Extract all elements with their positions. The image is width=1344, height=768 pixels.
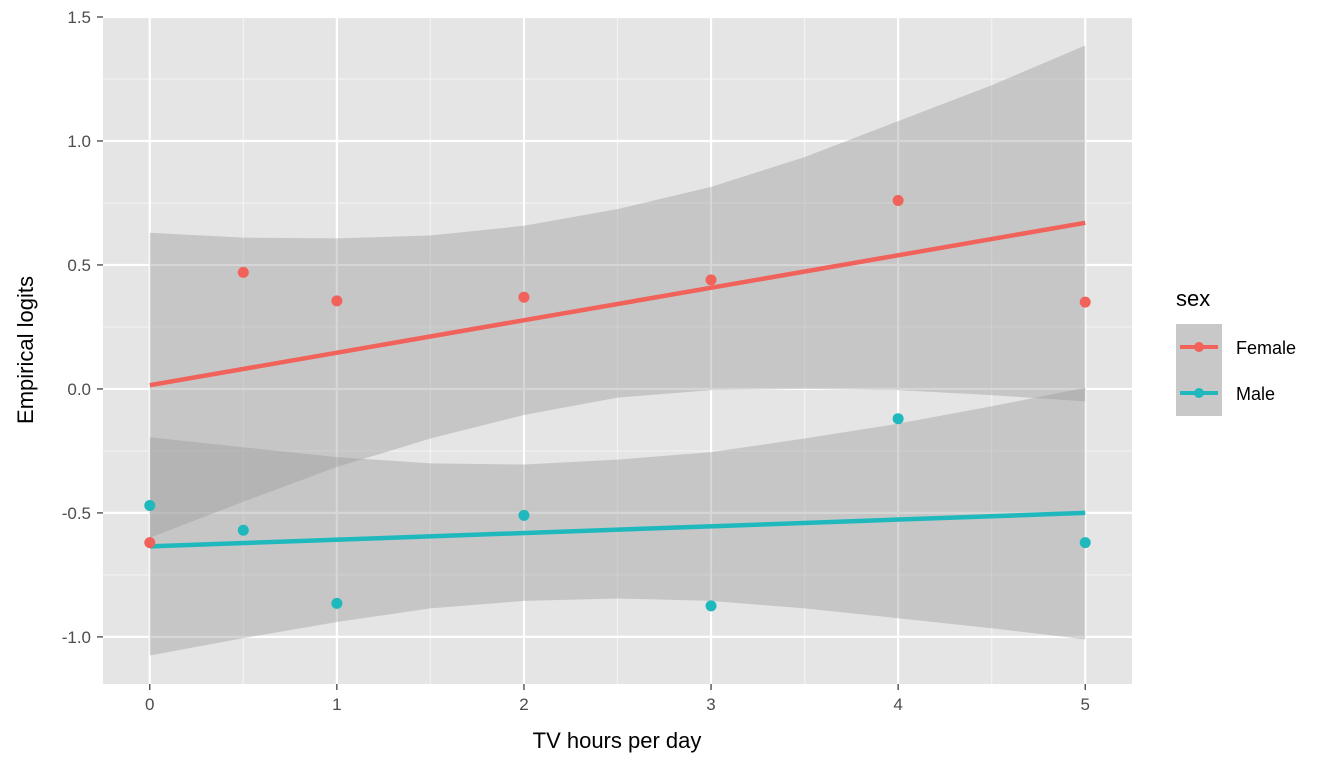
legend-item-male: Male [1176,370,1275,416]
legend-label-male: Male [1236,384,1275,404]
legend-dot-male [1194,388,1204,398]
point-male [705,600,717,612]
legend-label-female: Female [1236,338,1296,358]
ci-ribbon-male [149,387,1086,656]
point-female [518,291,530,303]
x-tick-label: 2 [519,695,528,714]
point-female [1079,296,1091,308]
point-female [237,266,249,278]
confidence-ribbons [149,45,1086,656]
x-tick-label: 1 [332,695,341,714]
point-male [892,413,904,425]
point-female [892,194,904,206]
fit-line-male [149,510,1086,549]
point-male [237,524,249,536]
point-female [331,295,343,307]
y-tick-label: 1.0 [67,132,91,151]
y-tick-label: -1.0 [62,628,91,647]
y-tick-label: 0.0 [67,380,91,399]
point-female [144,537,156,549]
grid-major [103,15,1132,684]
x-tick-label: 4 [893,695,902,714]
point-male [331,597,343,609]
ci-ribbon-female [149,45,1086,538]
legend-item-female: Female [1176,324,1296,370]
x-axis-title: TV hours per day [533,728,702,753]
y-tick-label: -0.5 [62,504,91,523]
point-male [518,509,530,521]
point-male [144,499,156,511]
legend-title: sex [1176,286,1210,311]
legend-dot-female [1194,342,1204,352]
y-axis: -1.0 -0.5 0.0 0.5 1.0 1.5 [62,8,103,647]
x-tick-label: 3 [706,695,715,714]
point-female [705,274,717,286]
y-tick-label: 0.5 [67,256,91,275]
data-points [144,194,1091,612]
fit-line-female [149,220,1086,388]
legend: sex Female Male [1176,286,1296,416]
y-tick-label: 1.5 [67,8,91,27]
y-axis-title: Empirical logits [13,276,38,424]
point-male [1079,537,1091,549]
x-axis: 0 1 2 3 4 5 [145,684,1090,714]
grid-minor [103,17,1132,684]
x-tick-label: 0 [145,695,154,714]
x-tick-label: 5 [1080,695,1089,714]
fit-lines [149,220,1086,549]
